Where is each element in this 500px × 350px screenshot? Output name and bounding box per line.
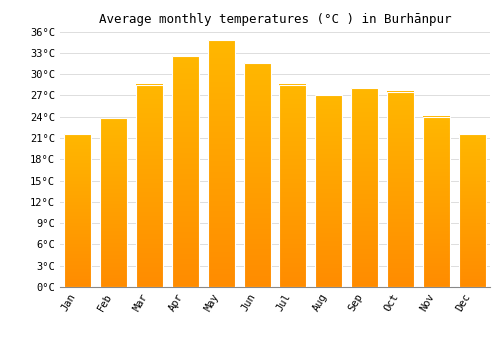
Bar — [423, 117, 450, 287]
Bar — [316, 95, 342, 287]
Title: Average monthly temperatures (°C ) in Burhānpur: Average monthly temperatures (°C ) in Bu… — [99, 13, 451, 26]
Bar — [458, 134, 485, 287]
Bar — [100, 118, 127, 287]
Bar — [351, 88, 378, 287]
Bar — [136, 85, 163, 287]
Bar — [244, 63, 270, 287]
Bar — [280, 85, 306, 287]
Bar — [172, 56, 199, 287]
Bar — [64, 134, 92, 287]
Bar — [387, 92, 414, 287]
Bar — [208, 40, 234, 287]
